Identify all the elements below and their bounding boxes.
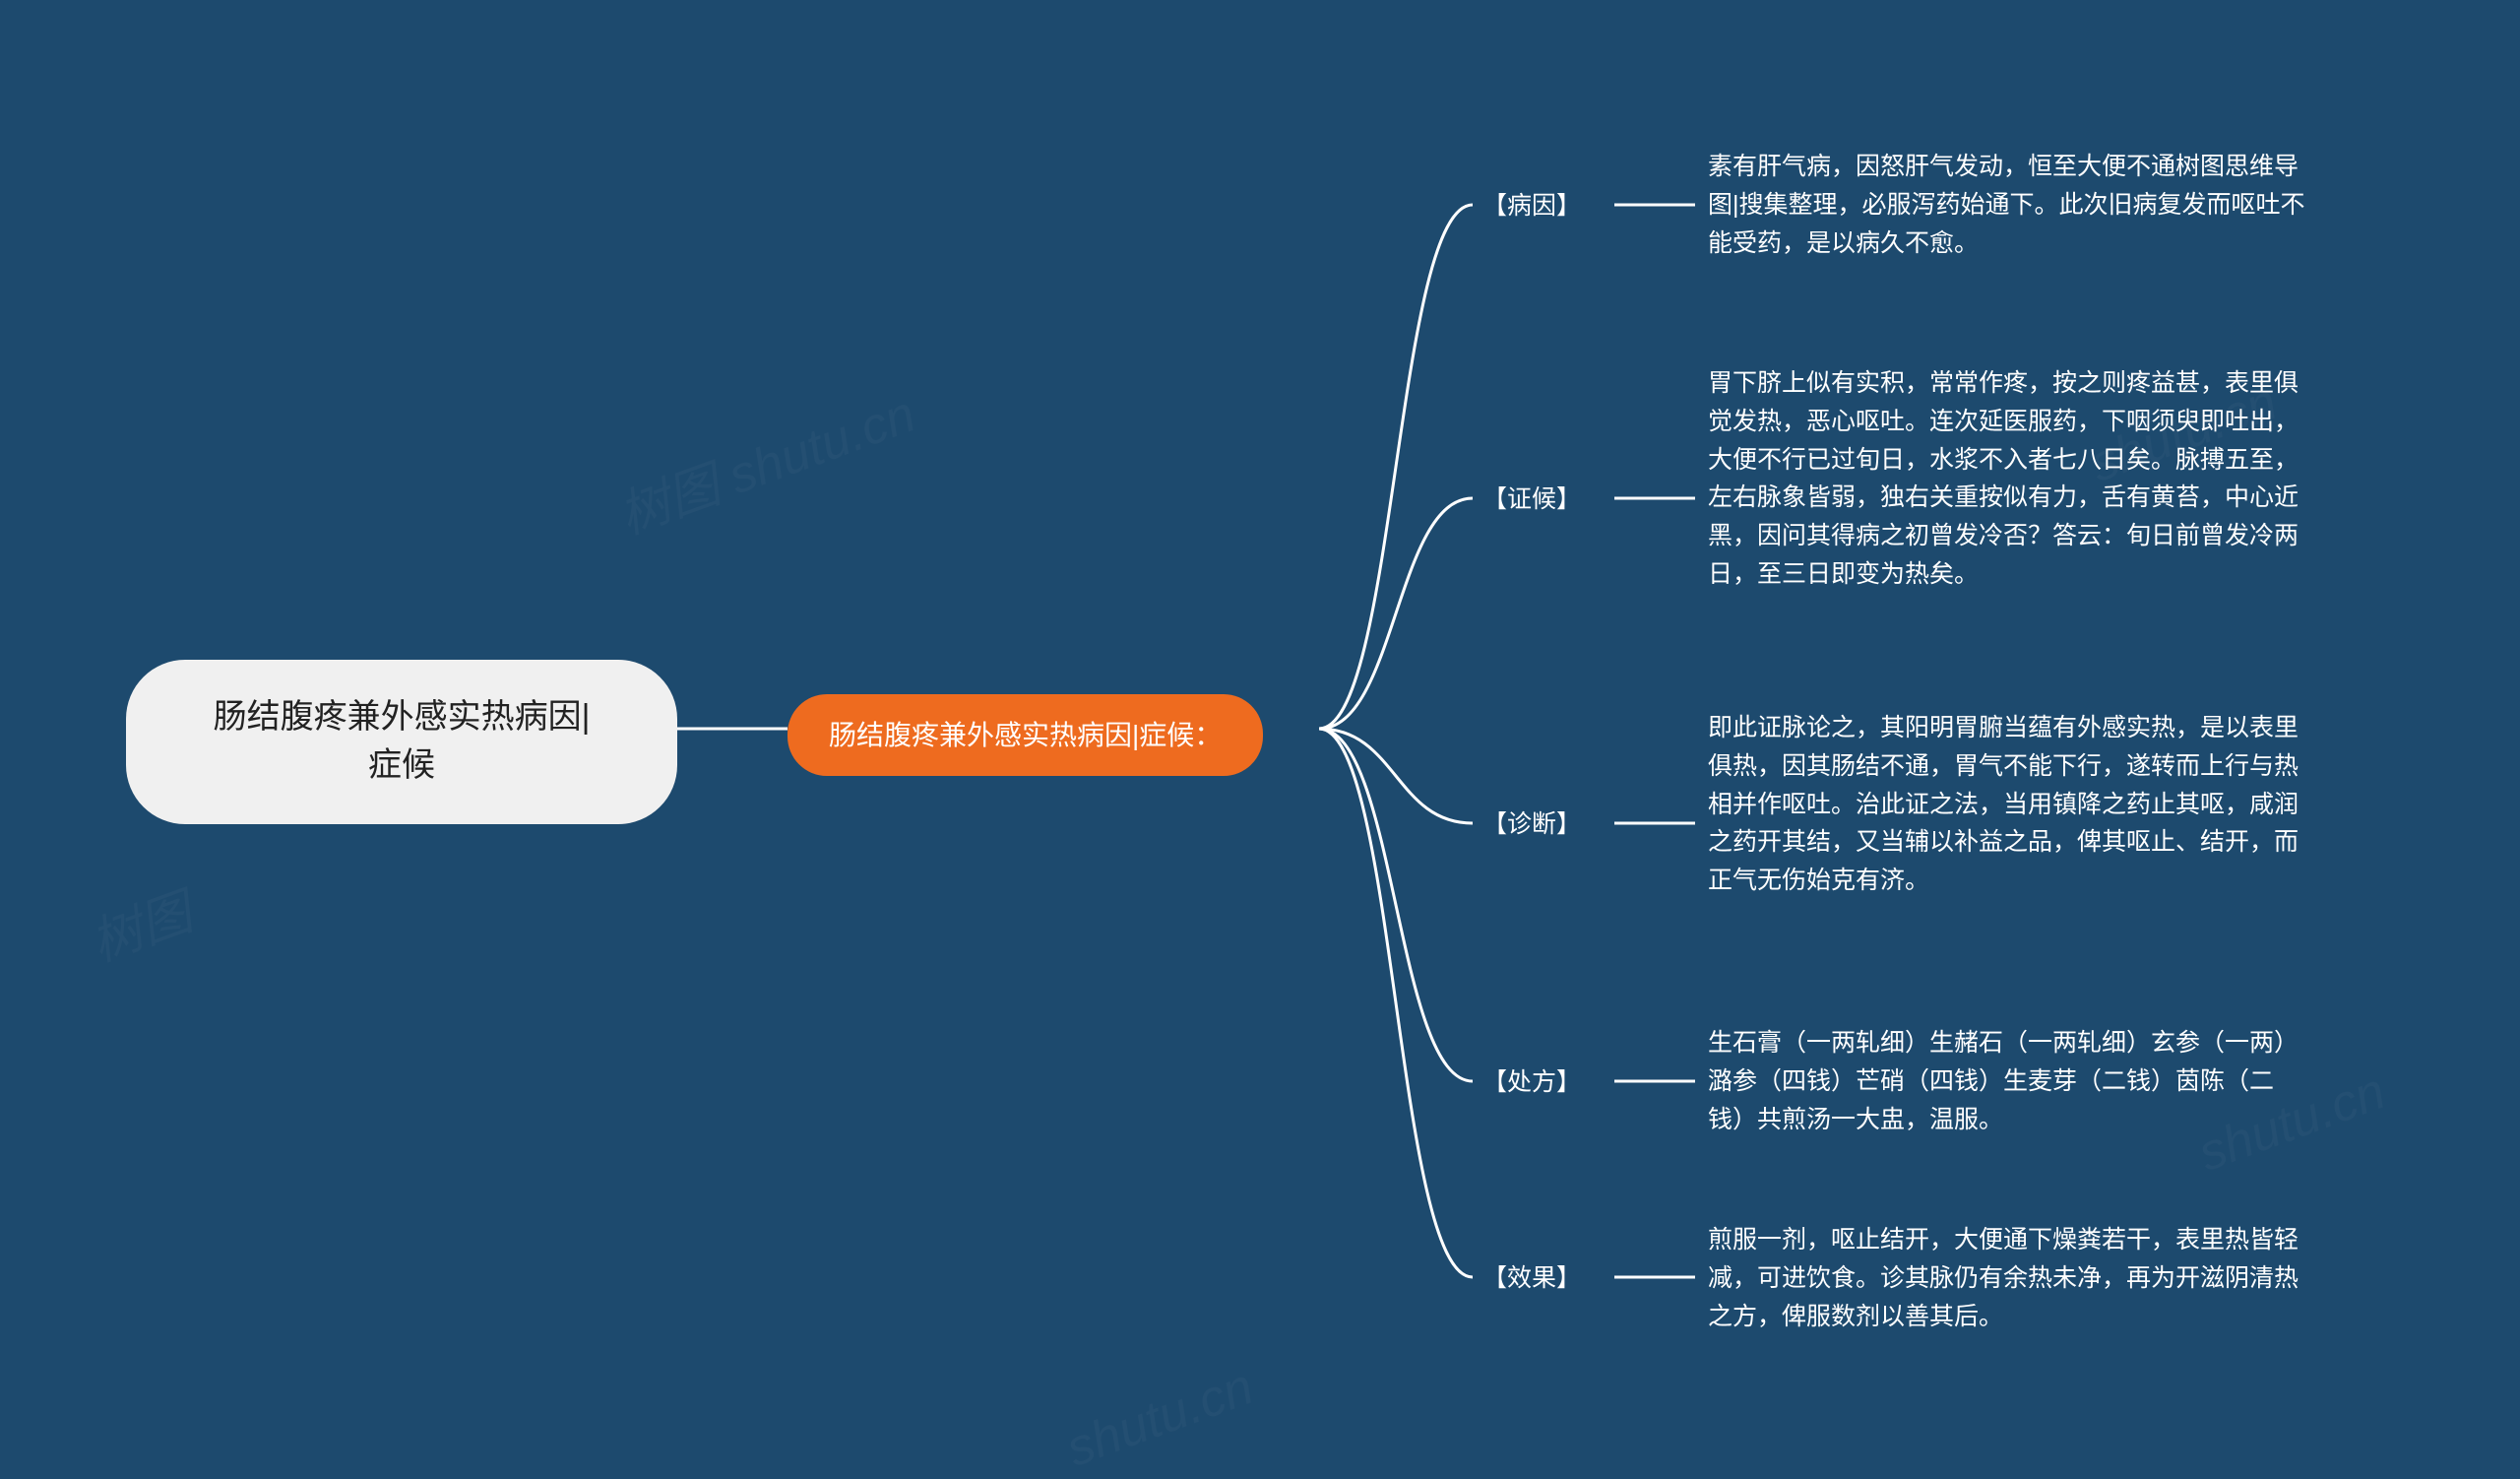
leaf-detail-effect: 煎服一剂，呕止结开，大便通下燥粪若干，表里热皆轻减，可进饮食。诊其脉仍有余热未净… (1708, 1221, 2308, 1335)
branch-node[interactable]: 肠结腹疼兼外感实热病因|症候： (788, 694, 1263, 776)
root-text-line2: 症候 (368, 746, 435, 784)
branch-text: 肠结腹疼兼外感实热病因|症候： (829, 720, 1222, 750)
leaf-label-cause[interactable]: 【病因】 (1482, 189, 1581, 224)
leaf-label-symptom[interactable]: 【证候】 (1482, 482, 1581, 517)
watermark: shutu.cn (1059, 1357, 1261, 1479)
watermark: 树图 (79, 870, 200, 975)
leaf-detail-cause: 素有肝气病，因怒肝气发动，恒至大便不通树图思维导图|搜集整理，必服泻药始通下。此… (1708, 148, 2308, 262)
leaf-label-diagnosis[interactable]: 【诊断】 (1482, 807, 1581, 842)
mindmap-canvas: 树图 shutu.cn shutu.cn 树图 shutu.cn shutu.c… (0, 0, 2520, 1448)
leaf-label-prescription[interactable]: 【处方】 (1482, 1065, 1581, 1100)
leaf-detail-diagnosis: 即此证脉论之，其阳明胃腑当蕴有外感实热，是以表里俱热，因其肠结不通，胃气不能下行… (1708, 709, 2308, 900)
watermark: 树图 shutu.cn (607, 372, 924, 547)
root-node[interactable]: 肠结腹疼兼外感实热病因| 症候 (126, 660, 677, 824)
leaf-label-effect[interactable]: 【效果】 (1482, 1261, 1581, 1296)
leaf-detail-symptom: 胃下脐上似有实积，常常作疼，按之则疼益甚，表里俱觉发热，恶心呕吐。连次延医服药，… (1708, 364, 2308, 594)
root-text-line1: 肠结腹疼兼外感实热病因| (214, 698, 591, 736)
leaf-detail-prescription: 生石膏（一两轧细）生赭石（一两轧细）玄参（一两）潞参（四钱）芒硝（四钱）生麦芽（… (1708, 1024, 2308, 1138)
